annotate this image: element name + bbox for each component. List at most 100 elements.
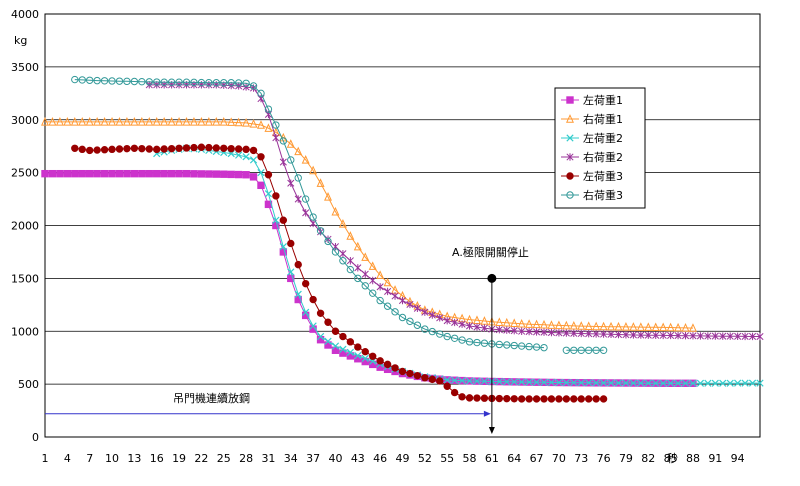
- data-point: [533, 328, 541, 336]
- data-point: [607, 330, 615, 339]
- y-tick-label: 2500: [11, 167, 39, 180]
- legend-item: 左荷重3: [561, 169, 623, 183]
- data-point: [495, 340, 504, 349]
- data-point: [443, 316, 451, 325]
- data-point: [688, 323, 697, 332]
- data-point: [130, 77, 139, 86]
- data-point: [279, 248, 288, 256]
- x-tick-label: 88: [686, 452, 700, 465]
- x-tick-label: 85: [664, 452, 678, 465]
- data-point: [249, 156, 258, 164]
- data-point: [324, 318, 332, 326]
- x-tick-label: 76: [597, 452, 611, 465]
- series-line: [74, 79, 545, 349]
- data-point: [570, 346, 578, 354]
- series-line: [74, 146, 604, 400]
- data-point: [257, 169, 265, 177]
- data-point: [361, 282, 369, 290]
- data-point: [532, 378, 541, 386]
- x-tick-label: 64: [507, 452, 521, 465]
- series-右荷重3: [71, 75, 548, 352]
- data-point: [510, 318, 519, 328]
- data-point: [138, 77, 146, 86]
- data-point: [518, 378, 526, 386]
- data-point: [93, 169, 101, 178]
- data-point: [93, 116, 102, 126]
- data-point: [651, 322, 660, 332]
- data-point: [354, 264, 362, 272]
- data-point: [48, 169, 57, 178]
- data-point: [227, 144, 235, 153]
- data-point: [361, 354, 369, 363]
- data-point: [220, 144, 228, 153]
- data-point: [205, 170, 213, 178]
- data-point: [339, 332, 347, 341]
- data-point: [212, 170, 221, 178]
- data-point: [324, 192, 333, 201]
- data-point: [78, 76, 86, 84]
- data-point: [212, 116, 221, 126]
- data-point: [85, 146, 94, 155]
- data-point: [78, 145, 86, 154]
- data-point: [316, 178, 325, 187]
- data-point: [234, 145, 243, 153]
- data-point: [56, 169, 64, 178]
- data-point: [197, 143, 206, 151]
- data-point: [257, 120, 265, 129]
- data-point: [100, 116, 109, 126]
- data-point: [473, 377, 481, 385]
- data-point: [346, 265, 355, 274]
- data-point: [361, 252, 370, 261]
- data-point: [450, 388, 459, 397]
- data-point: [249, 146, 258, 155]
- data-point: [465, 377, 474, 385]
- data-point: [294, 290, 302, 298]
- data-point: [644, 322, 653, 331]
- data-point: [115, 169, 124, 178]
- x-tick-label: 1: [42, 452, 49, 465]
- legend-label: 右荷重2: [583, 150, 623, 164]
- data-point: [592, 346, 600, 354]
- data-point: [287, 268, 295, 276]
- data-point: [719, 379, 727, 387]
- data-point: [301, 195, 310, 203]
- data-point: [264, 123, 273, 132]
- data-point: [339, 257, 347, 265]
- data-point: [279, 243, 287, 251]
- data-point: [443, 382, 451, 390]
- data-point: [517, 318, 526, 328]
- data-point: [540, 319, 548, 329]
- data-point: [726, 332, 734, 340]
- data-point: [413, 371, 422, 380]
- data-point: [197, 78, 206, 87]
- data-point: [115, 145, 124, 153]
- series-line: [156, 147, 760, 384]
- data-point: [234, 79, 243, 87]
- data-point: [249, 173, 258, 181]
- data-point: [309, 213, 317, 221]
- data-point: [272, 192, 280, 200]
- release-arrowhead: [483, 410, 491, 417]
- data-point: [592, 379, 600, 387]
- legend: 左荷重1 右荷重1 左荷重2 右荷重2 左荷重3 右荷重3: [554, 87, 646, 209]
- data-point: [294, 260, 302, 269]
- x-tick-label: 10: [105, 452, 119, 465]
- data-point: [175, 116, 184, 126]
- data-point: [249, 82, 258, 90]
- data-point: [570, 379, 578, 387]
- data-point: [570, 395, 578, 403]
- data-point: [443, 376, 451, 384]
- data-point: [566, 134, 574, 142]
- data-point: [607, 379, 615, 387]
- data-point: [413, 321, 422, 329]
- x-tick-label: 28: [239, 452, 253, 465]
- data-point: [227, 79, 235, 87]
- data-point: [130, 116, 139, 126]
- data-point: [346, 231, 355, 240]
- data-point: [264, 171, 273, 179]
- data-point: [599, 395, 608, 403]
- data-point: [562, 378, 570, 387]
- data-point: [145, 116, 154, 126]
- stop-point-marker: [487, 273, 497, 283]
- x-tick-label: 19: [172, 452, 186, 465]
